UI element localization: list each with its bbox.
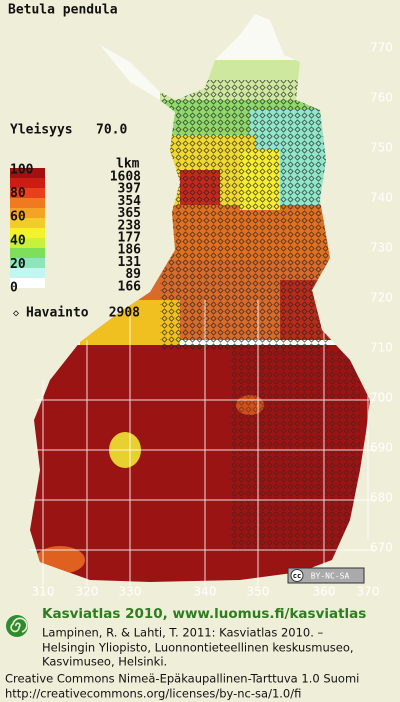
legend-count: 365 <box>118 206 141 221</box>
legend-count: 166 <box>118 279 142 294</box>
legend-count: 238 <box>118 218 142 233</box>
citation-line: Kasvimuseo, Helsinki. <box>42 655 167 669</box>
x-label: 340 <box>194 585 217 599</box>
x-label: 370 <box>357 585 380 599</box>
badge-text: BY-NC-SA <box>311 572 350 581</box>
y-label: 670 <box>370 541 393 555</box>
legend-scale-label: 40 <box>10 233 26 248</box>
legend-count: 1608 <box>110 170 141 185</box>
y-label: 750 <box>370 141 393 155</box>
legend-count: 89 <box>125 267 141 282</box>
badge-cc: cc <box>293 572 301 580</box>
citation-line: Helsingin Yliopisto, Luonnontieteellinen… <box>42 641 354 655</box>
y-label: 760 <box>370 91 393 105</box>
y-label: 710 <box>370 341 393 355</box>
y-label: 730 <box>370 241 393 255</box>
legend-scale-label: 0 <box>10 281 18 296</box>
y-label: 680 <box>370 491 393 505</box>
x-label: 320 <box>76 585 99 599</box>
legend-count: 354 <box>118 194 142 209</box>
frequency-value: 70.0 <box>96 123 127 138</box>
y-label: 770 <box>370 41 393 55</box>
count-header: lkm <box>116 157 140 172</box>
license-badge: cc BY-NC-SA <box>287 567 365 584</box>
observation-count: 2908 <box>109 306 140 321</box>
y-label: 700 <box>370 391 393 405</box>
y-label: 740 <box>370 191 393 205</box>
map-body <box>30 14 370 582</box>
species-title: Betula pendula <box>8 3 118 18</box>
footer-heading: Kasviatlas 2010, www.luomus.fi/kasviatla… <box>42 606 366 622</box>
logo <box>6 615 28 637</box>
x-label: 310 <box>32 585 55 599</box>
legend-count: 397 <box>118 182 141 197</box>
y-label: 720 <box>370 291 393 305</box>
legend-scale-label: 80 <box>10 186 26 201</box>
legend <box>10 168 45 288</box>
citation-line: Lampinen, R. & Lahti, T. 2011: Kasviatla… <box>42 626 324 640</box>
grid <box>30 300 375 585</box>
legend-scale-label: 60 <box>10 210 26 225</box>
legend-scale-label: 100 <box>10 163 34 178</box>
x-label: 350 <box>247 585 270 599</box>
legend-count: 186 <box>118 243 142 258</box>
license-line: http://creativecommons.org/licenses/by-n… <box>5 687 301 701</box>
observation-symbol: ◇ <box>13 308 19 319</box>
legend-scale-label: 20 <box>10 257 26 272</box>
frequency-label: Yleisyys <box>10 123 73 138</box>
x-label: 330 <box>119 585 142 599</box>
license-line: Creative Commons Nimeä-Epäkaupallinen-Ta… <box>5 672 359 686</box>
legend-count: 131 <box>118 255 142 270</box>
observation-label: Havainto <box>26 306 89 321</box>
x-label: 360 <box>313 585 336 599</box>
y-label: 690 <box>370 441 393 455</box>
legend-count: 177 <box>118 231 141 246</box>
